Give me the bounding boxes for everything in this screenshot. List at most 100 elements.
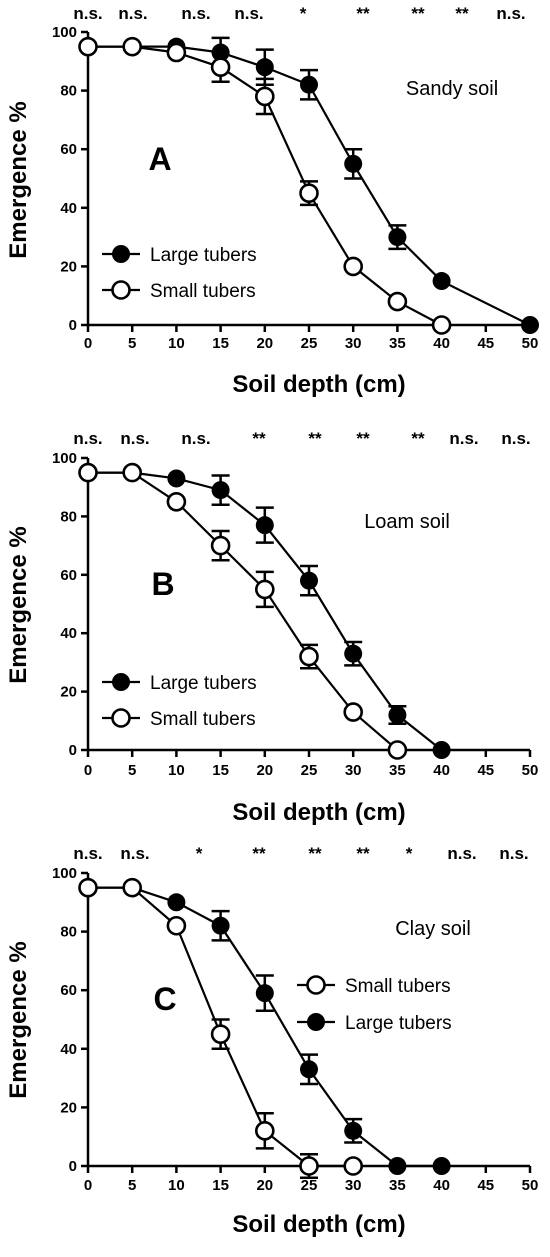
significance-label: ** xyxy=(411,429,425,448)
significance-label: n.s. xyxy=(181,429,210,448)
data-point-small-tubers xyxy=(122,36,142,57)
x-tick-label: 10 xyxy=(168,762,185,779)
x-tick-label: 0 xyxy=(84,762,92,779)
x-tick-label: 35 xyxy=(389,335,406,352)
y-tick-label: 20 xyxy=(60,258,77,275)
y-axis-title: Emergence % xyxy=(5,941,32,1098)
x-tick-label: 15 xyxy=(212,1177,229,1194)
x-axis-title: Soil depth (cm) xyxy=(232,1211,405,1238)
significance-label: * xyxy=(300,4,307,23)
data-point-small-tubers xyxy=(387,740,408,760)
significance-label: n.s. xyxy=(234,4,263,23)
y-tick-label: 20 xyxy=(60,684,77,701)
legend: Large tubers Small tubers xyxy=(102,245,257,302)
significance-label: n.s. xyxy=(73,844,102,863)
chart-panel-b: 0 5 10 15 20 25 30 35 40 45 50 0 20 40 60 80 100 Soil dep… xyxy=(5,429,538,826)
x-tick-label: 50 xyxy=(522,1177,539,1194)
data-point-small-tubers xyxy=(78,36,98,57)
data-point-small-tubers xyxy=(387,291,408,312)
significance-label: n.s. xyxy=(449,429,478,448)
data-point-large-tubers xyxy=(211,43,230,62)
x-tick-label: 5 xyxy=(128,335,136,352)
soil-label: Sandy soil xyxy=(406,78,498,100)
x-tick-label: 20 xyxy=(256,335,273,352)
x-tick-label: 10 xyxy=(168,1177,185,1194)
panel-letter: A xyxy=(148,141,171,177)
data-point-large-tubers xyxy=(211,481,230,500)
x-tick-label: 50 xyxy=(522,762,539,779)
y-tick-label: 40 xyxy=(60,200,77,217)
significance-label: ** xyxy=(308,844,322,863)
legend-marker-open xyxy=(306,975,326,995)
significance-label: n.s. xyxy=(496,4,525,23)
data-point-large-tubers xyxy=(255,58,274,77)
data-point-large-tubers xyxy=(388,705,407,724)
data-point-large-tubers xyxy=(167,469,186,488)
data-point-small-tubers xyxy=(343,702,364,722)
significance-label: ** xyxy=(308,429,322,448)
data-point-large-tubers xyxy=(388,228,407,247)
data-point-large-tubers xyxy=(432,741,451,759)
data-point-large-tubers xyxy=(300,75,318,94)
data-point-small-tubers xyxy=(431,315,452,335)
data-point-small-tubers xyxy=(343,1156,364,1176)
data-point-small-tubers xyxy=(166,491,187,512)
data-point-large-tubers xyxy=(388,1157,407,1175)
y-tick-label: 60 xyxy=(60,982,77,999)
y-tick-label: 0 xyxy=(69,742,77,759)
significance-label: n.s. xyxy=(181,4,210,23)
x-axis-title: Soil depth (cm) xyxy=(232,799,405,826)
legend-label: Large tubers xyxy=(150,245,257,266)
significance-label: n.s. xyxy=(120,429,149,448)
significance-label: n.s. xyxy=(447,844,476,863)
legend-label: Large tubers xyxy=(345,1013,452,1034)
legend: Large tubers Small tubers xyxy=(102,673,257,730)
x-tick-label: 20 xyxy=(256,1177,273,1194)
significance-label: n.s. xyxy=(499,844,528,863)
data-point-small-tubers xyxy=(166,915,187,936)
data-point-small-tubers xyxy=(210,1024,231,1044)
x-tick-label: 35 xyxy=(389,1177,406,1194)
y-axis-title: Emergence % xyxy=(5,101,32,258)
x-tick-label: 10 xyxy=(168,335,185,352)
data-point-small-tubers xyxy=(299,646,319,667)
data-point-small-tubers xyxy=(78,462,98,483)
significance-label: n.s. xyxy=(120,844,149,863)
significance-label: ** xyxy=(252,844,266,863)
significance-label: * xyxy=(406,844,413,863)
data-point-large-tubers xyxy=(344,1121,363,1140)
x-tick-label: 25 xyxy=(301,1177,318,1194)
x-axis-title: Soil depth (cm) xyxy=(232,371,405,398)
chart-panel-c: 0 5 10 15 20 25 30 35 40 45 50 0 20 40 60 80 100 Soil dep… xyxy=(5,844,538,1238)
x-tick-label: 5 xyxy=(128,1177,136,1194)
panel-letter: B xyxy=(151,566,174,602)
data-point-large-tubers xyxy=(300,571,318,590)
x-tick-label: 0 xyxy=(84,335,92,352)
significance-label: n.s. xyxy=(501,429,530,448)
legend-marker-open xyxy=(111,708,131,728)
data-point-small-tubers xyxy=(254,1121,275,1141)
significance-label: ** xyxy=(411,4,425,23)
legend-marker-filled xyxy=(112,673,130,691)
soil-label: Clay soil xyxy=(395,918,471,940)
x-tick-label: 40 xyxy=(433,335,450,352)
y-tick-label: 0 xyxy=(69,317,77,334)
data-point-large-tubers xyxy=(432,272,451,291)
x-tick-label: 15 xyxy=(212,762,229,779)
data-point-small-tubers xyxy=(166,42,187,63)
data-point-small-tubers xyxy=(299,183,319,203)
data-point-large-tubers xyxy=(167,893,186,912)
data-point-large-tubers xyxy=(344,154,363,173)
x-tick-label: 50 xyxy=(522,335,539,352)
x-tick-label: 45 xyxy=(477,1177,494,1194)
y-tick-label: 0 xyxy=(69,1158,77,1175)
legend-marker-open xyxy=(111,280,131,300)
significance-label: ** xyxy=(356,429,370,448)
y-tick-label: 20 xyxy=(60,1099,77,1116)
data-point-small-tubers xyxy=(299,1156,319,1176)
data-point-large-tubers xyxy=(432,1157,451,1175)
data-point-small-tubers xyxy=(78,877,98,898)
data-point-small-tubers xyxy=(210,57,231,77)
legend-label: Large tubers xyxy=(150,673,257,694)
